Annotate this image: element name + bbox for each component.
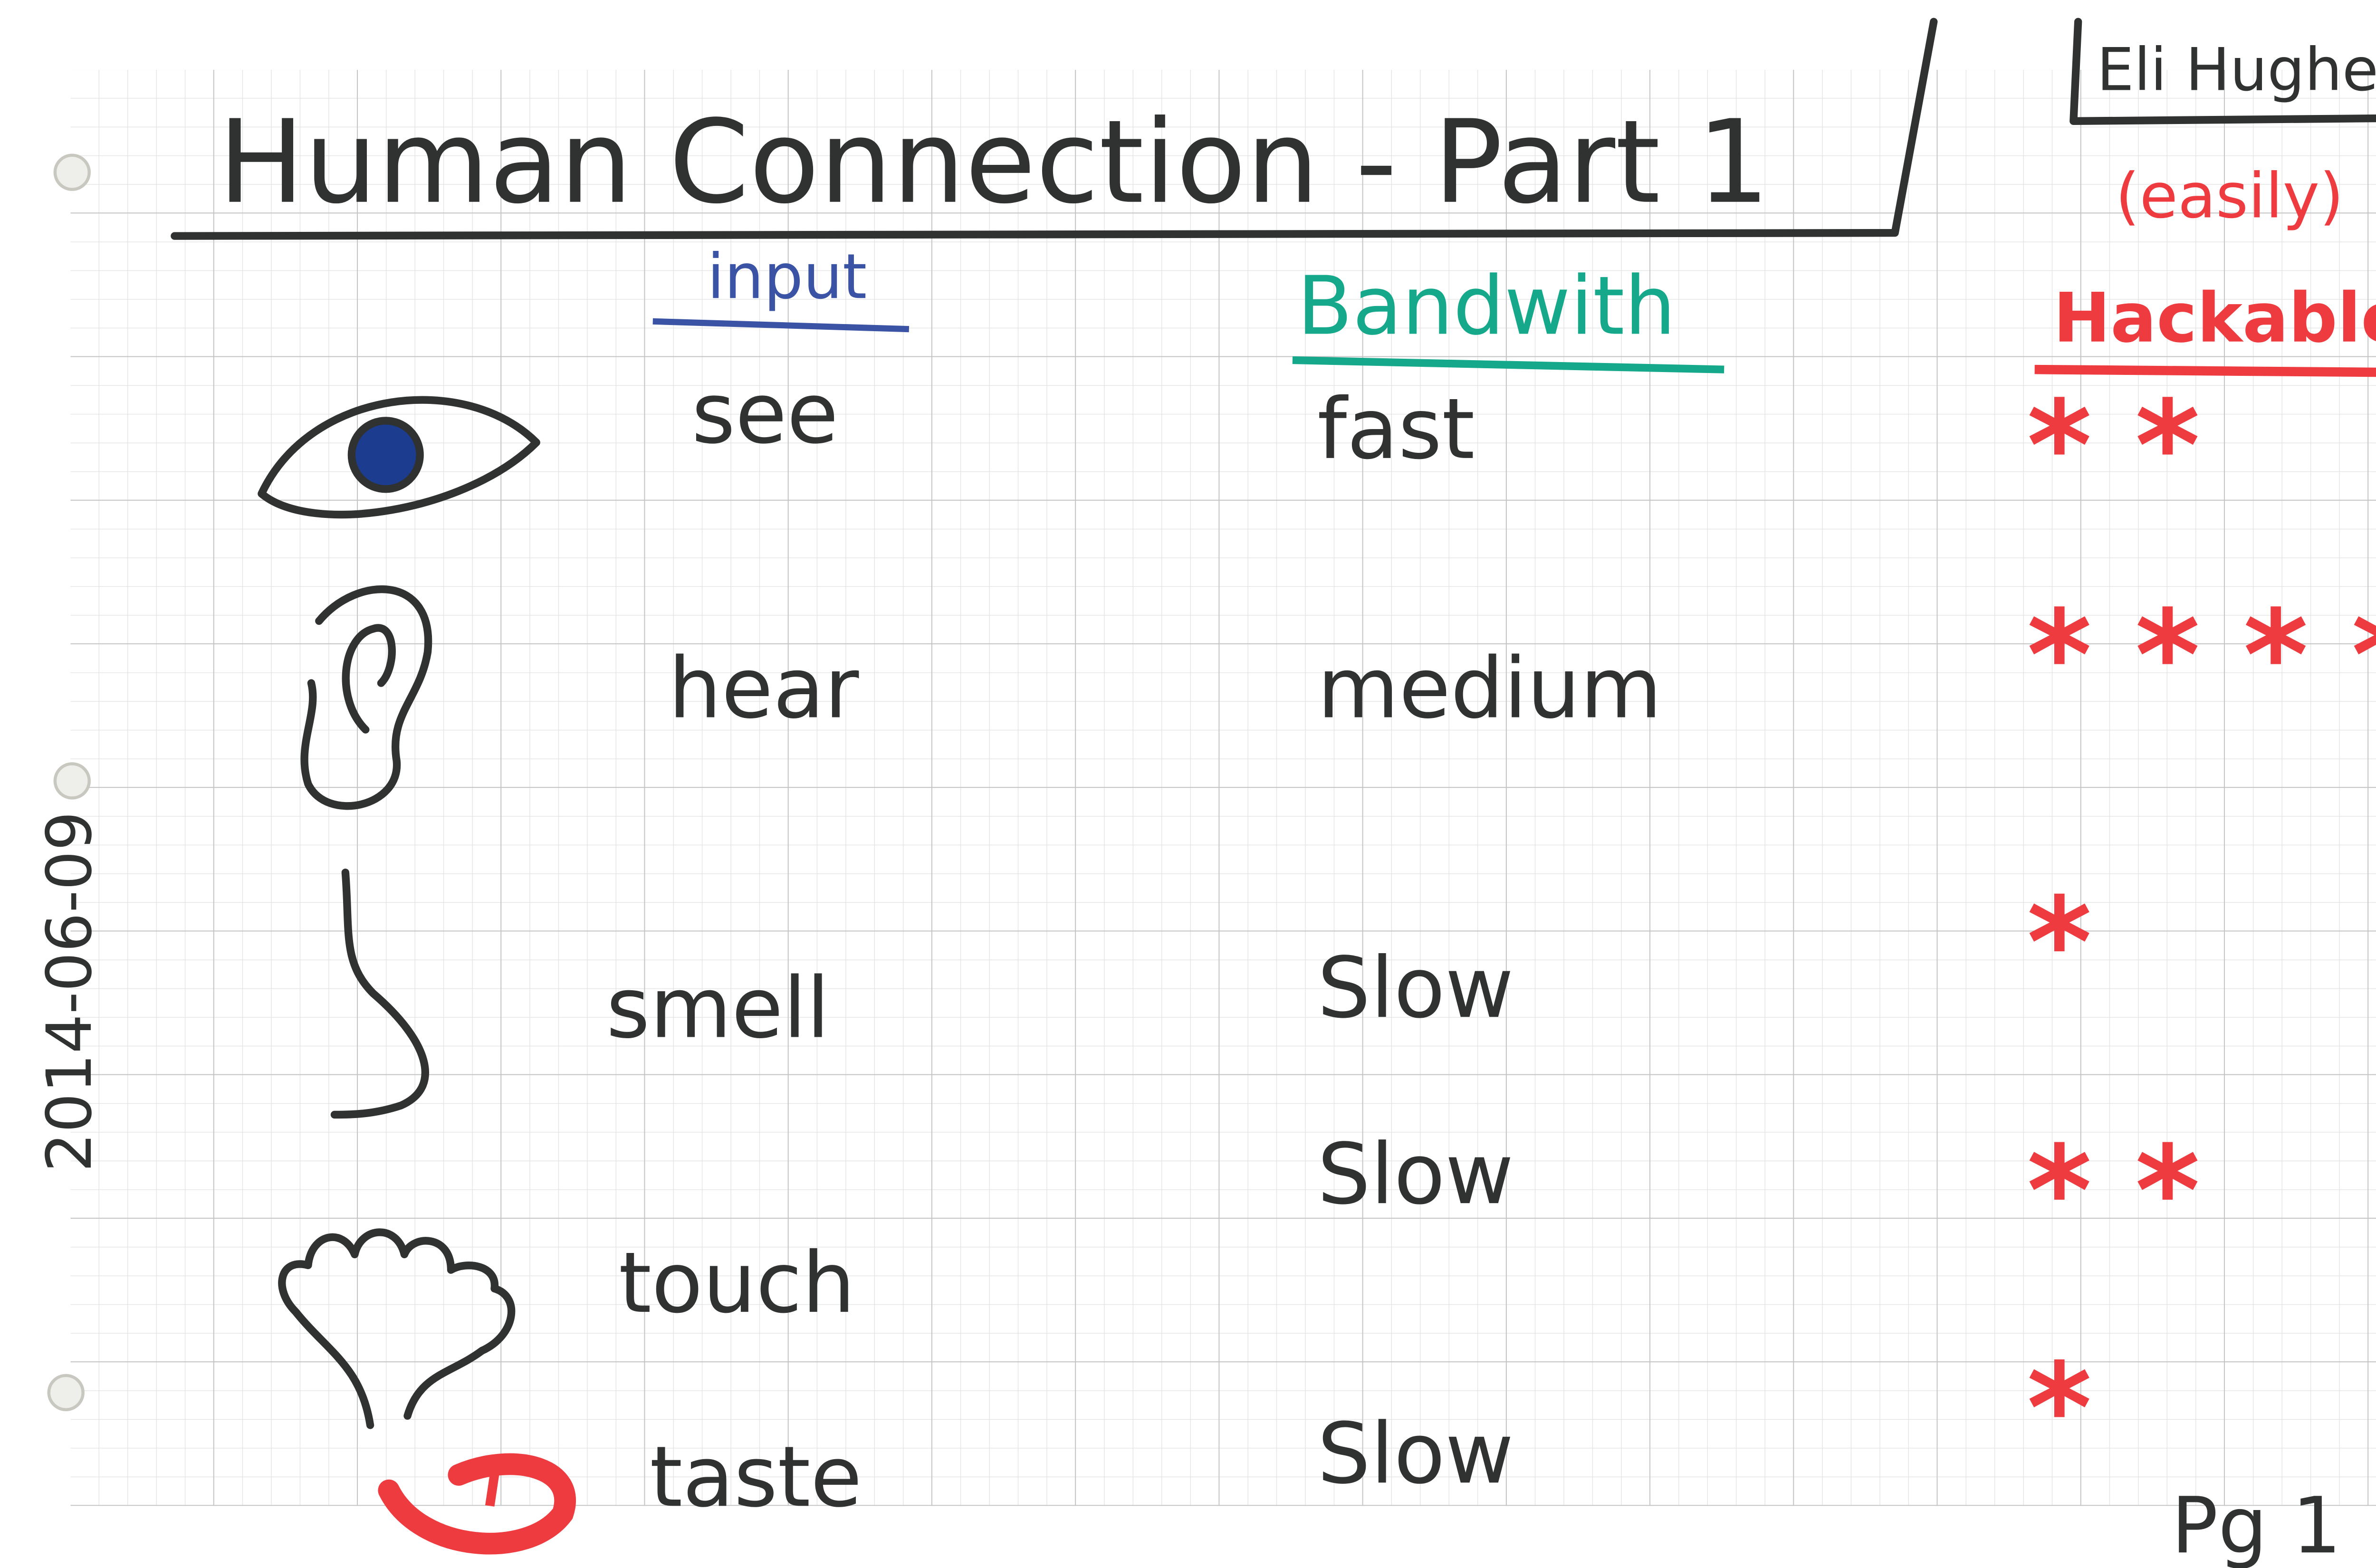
bandwith-underline <box>1292 356 1725 373</box>
bandwidth: Slow <box>1317 939 1514 1037</box>
input-sense: touch <box>619 1234 855 1332</box>
input-sense: taste <box>650 1428 862 1526</box>
input-underline <box>652 318 910 333</box>
bandwidth: Slow <box>1317 1125 1514 1223</box>
input-sense: hear <box>668 640 859 737</box>
hackable-underline <box>2034 364 2376 377</box>
eye-icon <box>258 396 540 519</box>
hackable-rating: * * <box>2027 373 2200 518</box>
page-number: Pg 1 <box>2171 1480 2341 1568</box>
bandwidth: Slow <box>1317 1405 1514 1502</box>
date: 2014-06-09 <box>33 811 105 1172</box>
hole <box>47 1374 85 1411</box>
column-header: Hackable <box>2053 278 2376 358</box>
title: Human Connection - Part 1 <box>218 96 1770 229</box>
bandwidth: medium <box>1317 640 1662 737</box>
hackable-rating: * * <box>2027 1119 2200 1264</box>
mouth-icon <box>378 1453 576 1555</box>
table-rows: see fast * * hear medium * * * * smell Slow * tou… <box>606 364 2376 1526</box>
input-sense: smell <box>606 959 830 1057</box>
author: Eli Hughes <box>2097 36 2376 105</box>
bandwidth: fast <box>1317 380 1475 478</box>
input-sense: see <box>691 364 838 462</box>
hole <box>53 762 91 800</box>
column-header: input <box>707 240 867 313</box>
hackable-rating: * <box>2027 1336 2092 1481</box>
hand-icon <box>278 1228 516 1429</box>
hackable-rating: * <box>2027 870 2092 1015</box>
column-header: Bandwith <box>1297 259 1676 353</box>
punch-holes <box>47 153 91 1411</box>
title-underline <box>171 18 1938 240</box>
nose-icon <box>330 869 429 1119</box>
grid-major <box>70 70 2376 1506</box>
author-box <box>2069 18 2376 125</box>
hole <box>53 153 91 191</box>
column-qualifier: (easily) <box>2116 160 2344 232</box>
ear-icon <box>300 585 432 810</box>
hackable-rating: * * * * <box>2027 583 2376 728</box>
